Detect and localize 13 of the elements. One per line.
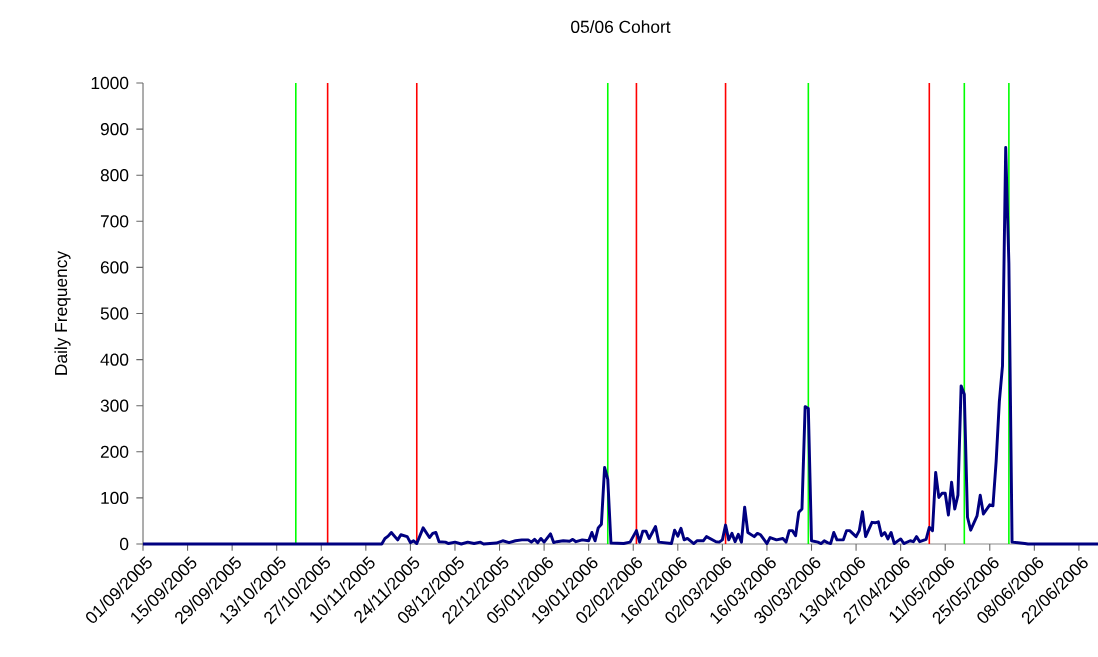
y-tick-label: 1000 — [91, 76, 129, 90]
y-tick-label: 300 — [100, 399, 129, 412]
chart-title: 05/06 Cohort — [571, 20, 671, 33]
y-tick-label: 600 — [100, 261, 129, 274]
y-tick-label: 900 — [100, 122, 129, 136]
y-tick-label: 0 — [119, 537, 129, 551]
y-tick-label: 500 — [100, 307, 129, 320]
y-tick-label: 100 — [101, 491, 129, 505]
y-tick-label: 800 — [100, 169, 129, 182]
y-tick-label: 400 — [100, 353, 129, 366]
y-axis-title: Daily Frequency — [54, 250, 71, 375]
y-tick-label: 200 — [100, 445, 129, 458]
y-tick-label: 700 — [100, 215, 129, 228]
